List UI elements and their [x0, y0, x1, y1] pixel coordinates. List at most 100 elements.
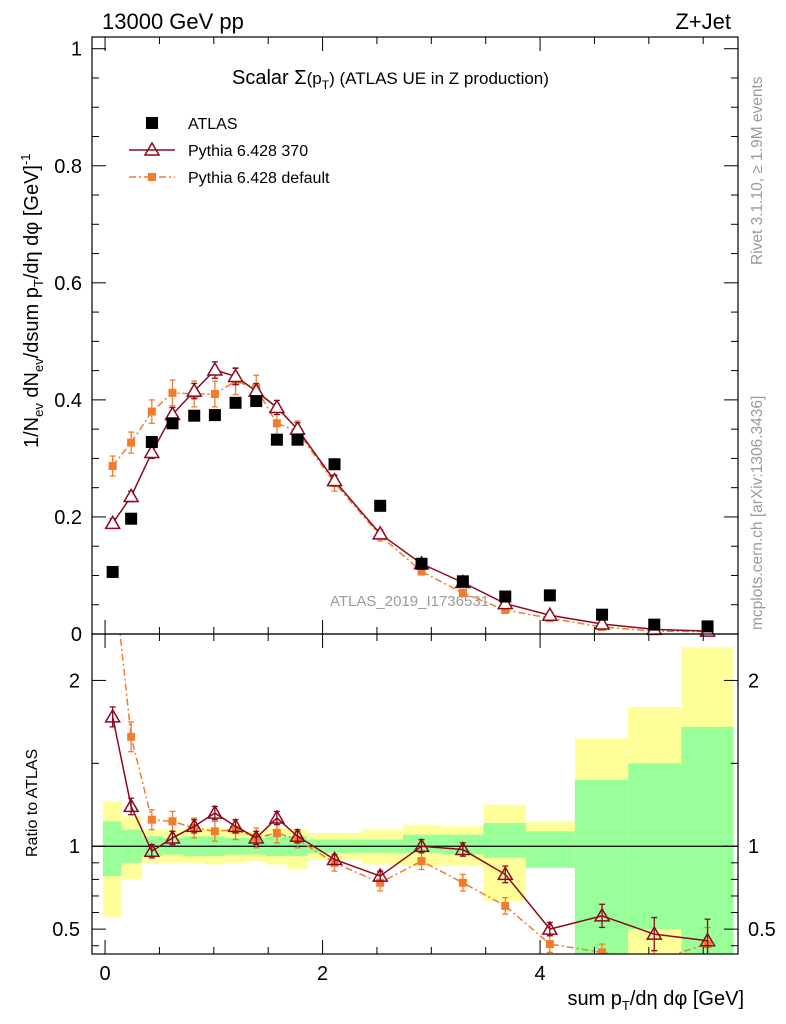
x-tick-label: 4 [535, 963, 546, 985]
data-point-pythia-default [501, 606, 510, 615]
data-point-pythia-default [458, 589, 467, 598]
data-point-pythia370 [496, 595, 514, 610]
ratio-point-pythia370 [699, 932, 716, 947]
ratio-point-pythia-default [598, 948, 607, 954]
ratio-point-pythia370 [541, 920, 559, 935]
ratio-point-pythia-default [127, 732, 136, 741]
data-point-pythia-default [127, 438, 136, 447]
ratio-y-tick-label-left: 0.5 [52, 919, 80, 941]
ratio-point-pythia370 [104, 708, 121, 723]
data-point-atlas [166, 417, 179, 430]
main-y-tick-label: 0.4 [54, 390, 82, 412]
data-point-atlas [125, 512, 138, 525]
data-point-pythia370 [206, 361, 224, 376]
data-point-pythia370 [104, 514, 121, 530]
x-tick-label: 2 [317, 963, 328, 985]
data-point-pythia-default [417, 567, 426, 576]
main-y-tick-label: 0 [71, 624, 82, 646]
ratio-frame [91, 633, 739, 955]
ratio-point-pythia370 [496, 865, 514, 881]
data-point-pythia370 [371, 525, 389, 540]
data-point-atlas [374, 499, 387, 512]
data-point-pythia370 [122, 487, 140, 503]
legend-label-pythia370: Pythia 6.428 370 [188, 143, 308, 160]
data-point-pythia370 [143, 444, 161, 459]
ratio-point-pythia370 [593, 907, 611, 922]
ratio-ticks [92, 634, 738, 954]
data-point-atlas [208, 409, 221, 422]
legend-label-pythia-default: Pythia 6.428 default [188, 170, 330, 187]
ratio-series-group-0 [104, 706, 716, 954]
ratio-point-pythia370 [247, 829, 265, 844]
ratio-point-pythia-default [376, 878, 385, 887]
ratio-y-tick-label-left: 2 [69, 670, 80, 692]
process-label: Z+Jet [675, 9, 731, 34]
main-series [104, 361, 716, 637]
ratio-y-tick-label-left: 1 [69, 836, 80, 858]
data-point-pythia370 [268, 399, 286, 414]
data-point-atlas [188, 409, 201, 422]
data-point-pythia370 [326, 472, 343, 487]
ratio-y-axis-label: Ratio to ATLAS [24, 749, 41, 857]
data-point-pythia-default [272, 419, 281, 428]
main-y-tick-label: 1 [71, 39, 82, 61]
data-point-pythia370 [247, 382, 265, 397]
ratio-point-pythia370 [206, 804, 224, 819]
data-point-pythia370 [227, 367, 244, 383]
ratio-point-pythia-default [417, 857, 426, 866]
ratio-point-pythia-default [650, 957, 658, 965]
main-y-tick-label: 0.8 [54, 156, 82, 178]
rivet-label: Rivet 3.1.10, ≥ 1.9M events [749, 76, 766, 265]
ratio-point-pythia370 [289, 827, 306, 843]
ratio-point-pythia370 [122, 797, 140, 813]
ratio-point-pythia-default [545, 940, 554, 949]
ratio-point-pythia-default [210, 827, 219, 836]
data-point-atlas [499, 590, 512, 603]
ratio-point-pythia370 [371, 867, 389, 882]
data-point-pythia370 [593, 615, 611, 630]
data-point-atlas [145, 436, 158, 449]
data-point-pythia370 [185, 382, 203, 397]
uncertainty-band-green [525, 831, 575, 868]
ratio-point-pythia-default [501, 901, 510, 910]
ratio-x-tick-labels: 0 2 4 [99, 963, 545, 985]
ratio-y-tick-label-right: 1 [748, 836, 759, 858]
ratio-series [104, 634, 716, 965]
ratio-y-tick-label-right: 2 [748, 670, 759, 692]
ratio-point-pythia370 [268, 809, 286, 824]
data-point-pythia-default [210, 390, 219, 399]
ratio-point-pythia370 [413, 837, 430, 852]
ratio-point-pythia370 [645, 925, 663, 940]
data-point-atlas [543, 589, 556, 602]
main-panel: 0 0.2 0.4 0.6 0.8 1 Scalar Σ(pT) (ATLAS UE in… [18, 36, 739, 646]
legend-marker-pythia370 [143, 141, 161, 156]
ratio-point-pythia-default [458, 878, 467, 887]
ratio-point-pythia-default [272, 828, 281, 837]
main-y-tick-labels: 0 0.2 0.4 0.6 0.8 1 [54, 39, 82, 646]
uncertainty-band-green [403, 834, 443, 853]
main-ticks [92, 37, 738, 635]
data-point-atlas [328, 458, 341, 471]
data-point-atlas [456, 575, 469, 588]
ratio-point-pythia-default [147, 815, 156, 824]
ratio-y-tick-labels: 0.5 0.5 1 1 2 2 [52, 670, 776, 941]
uncertainty-band-green [681, 726, 734, 954]
data-point-pythia-default [168, 388, 177, 397]
data-point-atlas [229, 396, 242, 409]
ratio-point-pythia370 [185, 817, 203, 833]
main-y-axis-label: 1/Nev dNev/dsum pT/dη dφ [GeV]-1 [18, 153, 46, 448]
legend-marker-pythia-default [148, 173, 156, 181]
data-point-atlas [291, 433, 304, 446]
legend-label-atlas: ATLAS [188, 116, 238, 133]
x-tick-label: 0 [99, 963, 110, 985]
data-point-atlas [701, 620, 714, 633]
main-y-tick-label: 0.6 [54, 273, 82, 295]
x-axis-label: sum pT/dη dφ [GeV] [567, 988, 744, 1013]
watermark: ATLAS_2019_I1736531 [330, 593, 489, 610]
ratio-point-pythia370 [143, 842, 161, 857]
ratio-point-pythia370 [454, 841, 472, 856]
mcplots-label: mcplots.cern.ch [arXiv:1306.3436] [749, 396, 766, 630]
data-point-atlas [270, 433, 283, 446]
data-point-atlas [106, 565, 119, 578]
